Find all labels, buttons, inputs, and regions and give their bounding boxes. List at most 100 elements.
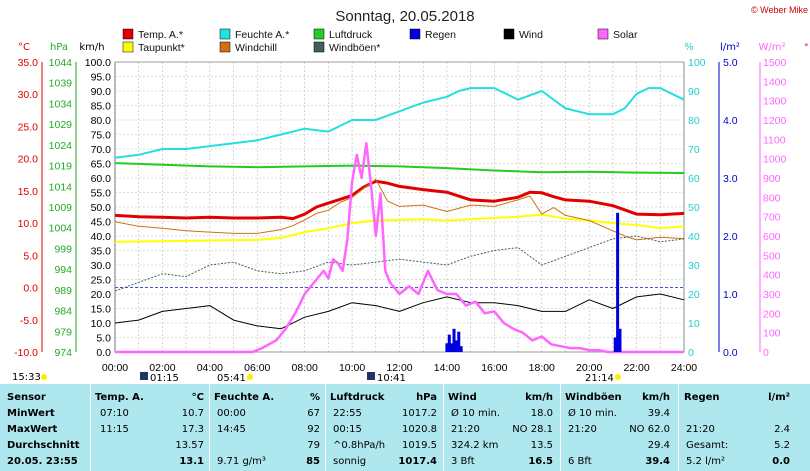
solar-tick-label: 300 xyxy=(763,289,781,301)
press-tick-label: 979 xyxy=(54,326,72,338)
legend-swatch-6 xyxy=(122,41,134,53)
hum-tick-label: 80 xyxy=(688,115,700,127)
temp-time: 07:10 xyxy=(100,408,129,419)
x-tick-label: 12:00 xyxy=(386,362,412,374)
x-tick-label: 18:00 xyxy=(529,362,555,374)
gust-time: Ø 10 min. xyxy=(568,408,617,419)
solar-tick-label: 1000 xyxy=(763,154,787,166)
solar-axis-unit: W/m² xyxy=(758,42,785,53)
press-tick-label: 1004 xyxy=(49,223,73,235)
press-tick-label: 974 xyxy=(54,347,72,359)
wind-tick-label: 70.0 xyxy=(91,144,112,156)
legend-swatch-8 xyxy=(313,41,325,53)
legend-swatch-3 xyxy=(409,28,421,40)
sunset-time: 21:14 xyxy=(585,373,614,383)
wind-tick-label: 80.0 xyxy=(91,115,112,127)
header-gust: Windböen xyxy=(565,392,622,403)
solar-tick-label: 200 xyxy=(763,308,781,320)
row-label: MinWert xyxy=(7,408,55,419)
header-temp: Temp. A. xyxy=(95,392,144,403)
moonrise-icon xyxy=(140,372,148,380)
legend-label-7: Windchill xyxy=(235,42,277,54)
legend-label-6: Taupunkt* xyxy=(138,42,185,54)
press-tick-label: 984 xyxy=(54,306,72,318)
wind-tick-label: 20.0 xyxy=(91,289,112,301)
x-tick-label: 00:00 xyxy=(102,362,128,374)
wind-tick-label: 85.0 xyxy=(91,101,112,113)
header-press: Luftdruck xyxy=(330,392,385,403)
temp-value: 10.7 xyxy=(181,408,204,419)
press-time: 00:15 xyxy=(333,424,362,435)
rain-time: Gesamt: xyxy=(686,440,729,451)
summary-table: Sensor Temp. A. °C Feuchte A.% Luftdruck hPa W… xyxy=(0,383,810,471)
gust-time: 21:20 xyxy=(568,424,597,435)
solar-tick-label: 900 xyxy=(763,173,781,185)
temp-tick-label: 25.0 xyxy=(18,121,39,133)
legend-label-2: Luftdruck xyxy=(329,29,373,41)
solar-tick-label: 1200 xyxy=(763,115,787,127)
rain-bar xyxy=(454,340,458,352)
solar-tick-label: 100 xyxy=(763,328,781,340)
rain-bar xyxy=(450,343,454,352)
hum-tick-label: 20 xyxy=(688,289,700,301)
legend-label-3: Regen xyxy=(425,29,456,41)
press-tick-label: 1014 xyxy=(49,181,73,193)
gust-value: 29.4 xyxy=(647,440,670,451)
hum-value: 67 xyxy=(307,408,320,419)
hum-tick-label: 60 xyxy=(688,173,700,185)
temp-tick-label: -10.0 xyxy=(14,347,38,359)
press-tick-label: 1039 xyxy=(49,78,73,90)
wind-time: 3 Bft xyxy=(451,456,475,467)
x-tick-label: 22:00 xyxy=(623,362,649,374)
series-line-7 xyxy=(115,141,684,354)
x-tick-label: 06:00 xyxy=(244,362,270,374)
rain-tick-label: 0.0 xyxy=(723,347,738,359)
wind-value: 13.5 xyxy=(530,440,553,451)
wind-tick-label: 30.0 xyxy=(91,260,112,272)
press-tick-label: 999 xyxy=(54,243,72,255)
gust-dir-value: NO 62.0 xyxy=(629,424,670,435)
sunrise-time: 05:41 xyxy=(217,373,246,383)
rain-bar xyxy=(616,212,620,352)
press-value: 1017.4 xyxy=(398,456,437,467)
wind-time: Ø 10 min. xyxy=(451,408,500,419)
rain-bar xyxy=(452,328,456,352)
legend-label-0: Temp. A.* xyxy=(138,29,183,41)
wind-time: 21:20 xyxy=(451,424,480,435)
wind-axis-unit: km/h xyxy=(79,42,104,53)
series-line-6 xyxy=(114,293,685,330)
legend-label-1: Feuchte A.* xyxy=(235,29,289,41)
wind-tick-label: 95.0 xyxy=(91,72,112,84)
wind-tick-label: 60.0 xyxy=(91,173,112,185)
header-temp-unit: °C xyxy=(191,392,204,403)
rain-value: 0.0 xyxy=(772,456,790,467)
temp-tick-label: 15.0 xyxy=(18,186,39,198)
hum-tick-label: 40 xyxy=(688,231,700,243)
legend-swatch-2 xyxy=(313,28,325,40)
header-wind-unit: km/h xyxy=(525,392,553,403)
hum-value: 92 xyxy=(307,424,320,435)
hum-tick-label: 90 xyxy=(688,86,700,98)
plot-frame xyxy=(114,61,685,353)
legend-swatch-5 xyxy=(597,28,609,40)
hum-time: 14:45 xyxy=(217,424,246,435)
solar-tick-label: 1100 xyxy=(763,134,786,146)
rain-tick-label: 2.0 xyxy=(723,231,738,243)
series-line-5 xyxy=(114,235,685,292)
legend-label-5: Solar xyxy=(613,29,638,41)
gust-value: 39.4 xyxy=(645,456,670,467)
solar-tick-label: 800 xyxy=(763,192,781,204)
press-tick-label: 1009 xyxy=(49,202,73,214)
press-value: 1017.2 xyxy=(402,408,437,419)
rain-tick-label: 4.0 xyxy=(723,115,738,127)
header-hum: Feuchte A. xyxy=(214,392,275,403)
row-label: Durchschnitt xyxy=(7,440,80,451)
wind-tick-label: 75.0 xyxy=(91,130,112,142)
series-line-2 xyxy=(114,179,685,221)
header-press-unit: hPa xyxy=(416,392,437,403)
rain-tick-label: 3.0 xyxy=(723,173,738,185)
wind-tick-label: 15.0 xyxy=(91,304,112,316)
wind-tick-label: 35.0 xyxy=(91,246,112,258)
wind-tick-label: 50.0 xyxy=(91,202,112,214)
rain-axis-unit: l/m² xyxy=(720,42,740,53)
